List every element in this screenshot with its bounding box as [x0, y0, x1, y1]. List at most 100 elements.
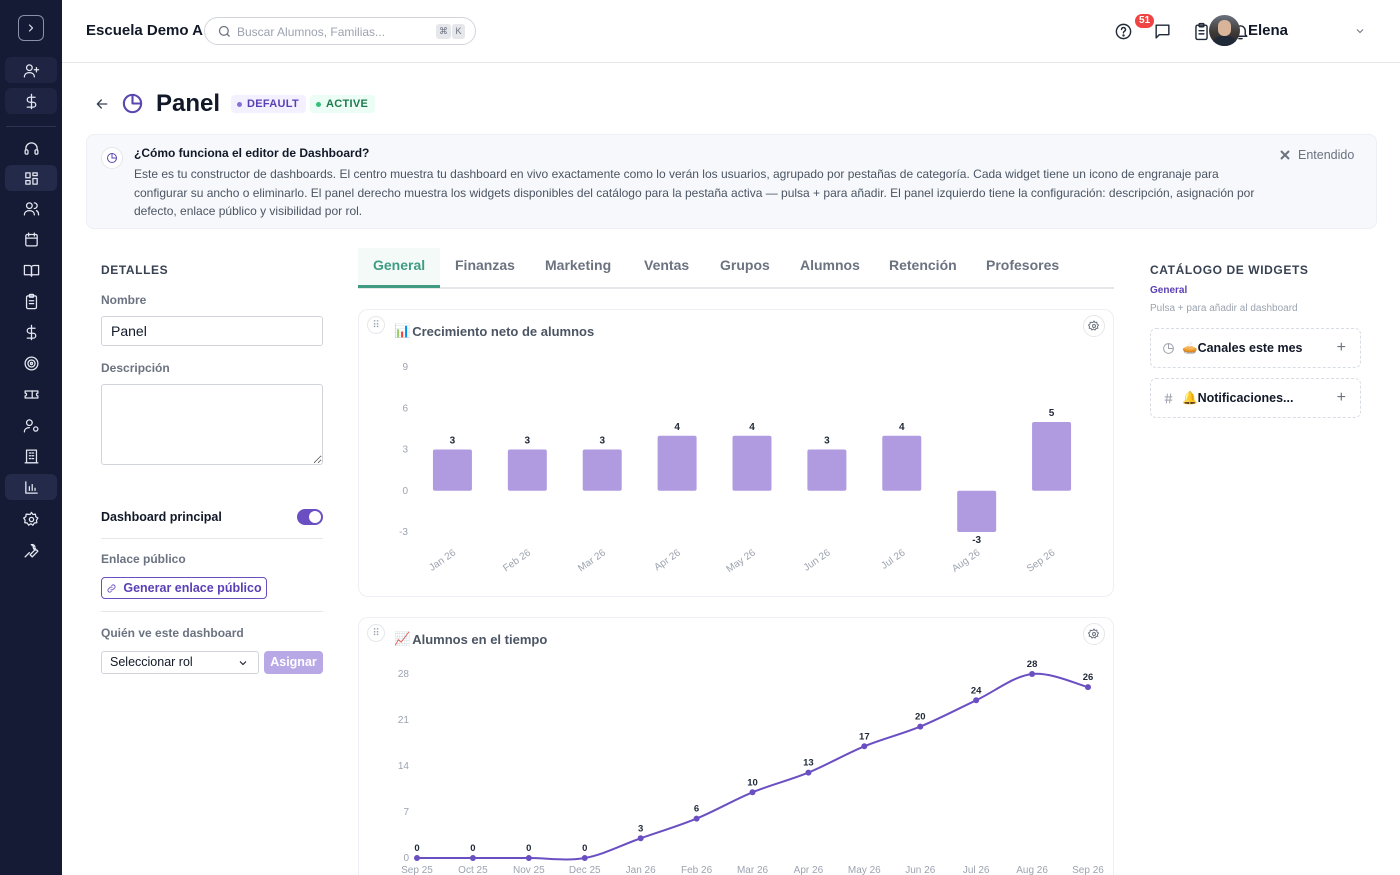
data-point [805, 769, 812, 776]
sidebar-item-tools[interactable] [5, 537, 57, 563]
active-tab-indicator [358, 285, 440, 288]
global-search[interactable]: ⌘ K [204, 17, 476, 45]
clipboard-list-icon [1194, 22, 1208, 40]
help-button[interactable] [1112, 20, 1134, 42]
bar [432, 449, 472, 491]
data-label: 13 [803, 758, 814, 769]
data-label: 26 [1083, 672, 1094, 683]
tab-general[interactable]: General [373, 257, 426, 273]
sidebar-item-courses[interactable] [5, 257, 57, 283]
dollar-icon [26, 324, 36, 340]
sidebar-item-students[interactable] [5, 195, 57, 221]
data-label: 3 [638, 823, 643, 834]
add-widget-button[interactable]: + [1336, 339, 1346, 356]
sidebar-expand-button[interactable] [18, 15, 44, 41]
tab-ventas[interactable]: Ventas [644, 257, 690, 273]
hash-icon [1164, 393, 1173, 404]
tab-grupos[interactable]: Grupos [720, 257, 770, 273]
x-tick-label: Jun 26 [802, 547, 833, 573]
help-banner: ¿Cómo funciona el editor de Dashboard? E… [86, 134, 1377, 229]
x-tick-label: Dec 25 [569, 865, 601, 875]
messages-button[interactable] [1151, 20, 1173, 42]
y-tick-label: 3 [402, 445, 408, 456]
tab-profesores[interactable]: Profesores [986, 257, 1060, 273]
sidebar-item-support[interactable] [5, 135, 57, 161]
role-select[interactable]: Seleccionar rol [101, 651, 259, 674]
data-point [637, 835, 644, 842]
sidebar-item-goals[interactable] [5, 350, 57, 376]
data-label: 20 [915, 712, 926, 723]
sidebar-item-payments[interactable] [5, 88, 57, 114]
sidebar-item-school[interactable] [5, 443, 57, 469]
sidebar-item-tickets[interactable] [5, 381, 57, 407]
data-point [1085, 684, 1091, 691]
bar-chart: -3 0 3 6 9 3 Jan 26 3 Feb 26 3 Mar 26 4 Apr 26 4 May 2… [399, 362, 1072, 575]
main-dashboard-toggle[interactable] [297, 509, 323, 525]
drag-handle-icon[interactable]: ⠿ [367, 316, 385, 334]
sidebar-item-settings[interactable] [5, 506, 57, 532]
sidebar-item-attendance[interactable] [5, 288, 57, 314]
active-tab-highlight [358, 248, 440, 287]
drag-handle-icon[interactable]: ⠿ [367, 624, 385, 642]
name-label: Nombre [101, 293, 147, 307]
description-textarea[interactable] [101, 384, 323, 465]
tab-retencion[interactable]: Retención [889, 257, 957, 273]
book-icon [23, 264, 39, 277]
tab-alumnos[interactable]: Alumnos [800, 257, 860, 273]
sidebar-divider [6, 126, 56, 127]
series-line [417, 672, 1089, 861]
data-label: 17 [859, 731, 870, 742]
banner-title: ¿Cómo funciona el editor de Dashboard? [134, 146, 370, 160]
wrench-icon [23, 543, 39, 558]
chevron-down-icon[interactable] [1354, 25, 1366, 37]
x-tick-label: Mar 26 [576, 547, 608, 574]
widget-settings-button[interactable] [1083, 315, 1105, 337]
sidebar-item-dashboard[interactable] [5, 165, 57, 191]
data-label: 4 [674, 422, 680, 433]
school-name[interactable]: Escuela Demo A [86, 22, 203, 39]
x-tick-label: Apr 26 [652, 547, 683, 573]
search-input[interactable] [237, 22, 427, 41]
sidebar-item-finance[interactable] [5, 319, 57, 345]
chart-emoji-icon: 📈 [394, 631, 411, 646]
description-label: Descripción [101, 361, 170, 375]
user-menu-name[interactable]: Elena [1248, 22, 1289, 39]
sidebar [0, 0, 62, 875]
x-tick-label: Jun 26 [905, 865, 935, 875]
data-point [749, 789, 756, 796]
back-arrow-icon[interactable] [94, 96, 110, 112]
tasks-button[interactable] [1190, 20, 1212, 42]
widget-title: 📊 Crecimiento neto de alumnos [394, 323, 594, 339]
sidebar-item-reports[interactable] [5, 474, 57, 500]
sidebar-item-staff[interactable] [5, 412, 57, 438]
x-tick-label: Aug 26 [950, 547, 983, 574]
add-widget-button[interactable]: + [1336, 389, 1346, 406]
shortcut-key-cmd: ⌘ [436, 24, 451, 39]
avatar[interactable] [1209, 15, 1240, 46]
catalog-heading: CATÁLOGO DE WIDGETS [1150, 263, 1309, 277]
sidebar-item-calendar[interactable] [5, 226, 57, 252]
x-tick-label: Oct 25 [458, 865, 488, 875]
data-point [1029, 671, 1036, 677]
tab-finanzas[interactable]: Finanzas [455, 257, 515, 273]
widget-title-text: Crecimiento neto de alumnos [412, 323, 595, 339]
x-tick-label: Nov 25 [513, 865, 545, 875]
dismiss-banner-button[interactable]: Entendido [1280, 148, 1354, 162]
visibility-label: Quién ve este dashboard [101, 626, 244, 640]
name-input[interactable] [101, 316, 323, 346]
sidebar-item-new-student[interactable] [5, 57, 57, 83]
dollar-icon [26, 93, 36, 109]
link-icon [107, 583, 116, 593]
divider [101, 538, 323, 539]
generate-public-link-button[interactable]: Generar enlace público [101, 577, 267, 599]
main-dashboard-label: Dashboard principal [101, 510, 222, 524]
x-tick-label: Jan 26 [626, 865, 656, 875]
y-tick-label: 28 [398, 669, 410, 680]
catalog-item-notifications[interactable]: 🔔Notificaciones... + [1150, 378, 1361, 418]
catalog-item-label: 🥧Canales este mes [1182, 341, 1303, 356]
tab-marketing[interactable]: Marketing [545, 257, 612, 273]
widget-settings-button[interactable] [1083, 623, 1105, 645]
assign-role-button[interactable]: Asignar [264, 651, 323, 674]
catalog-item-channels[interactable]: 🥧Canales este mes + [1150, 328, 1361, 368]
public-link-label: Enlace público [101, 552, 186, 566]
